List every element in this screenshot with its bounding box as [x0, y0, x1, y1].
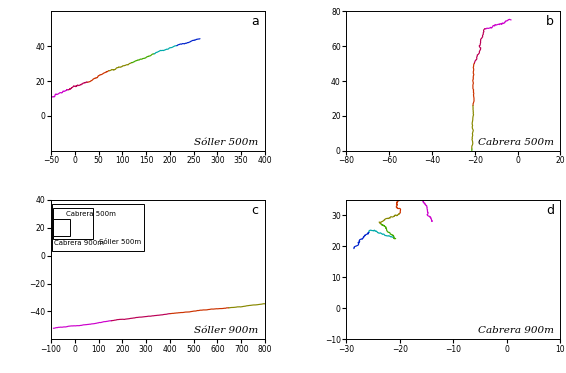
Text: c: c	[251, 204, 259, 217]
Text: Cabrera 900m: Cabrera 900m	[478, 326, 554, 335]
Text: d: d	[546, 204, 554, 217]
Text: Sóller 500m: Sóller 500m	[98, 239, 140, 245]
Text: Cabrera 500m: Cabrera 500m	[66, 211, 116, 217]
Bar	[53, 208, 93, 239]
Text: Sóller 500m: Sóller 500m	[194, 138, 259, 147]
Text: a: a	[251, 15, 259, 28]
Text: Cabrera 500m: Cabrera 500m	[478, 138, 554, 147]
Bar	[53, 219, 70, 236]
Text: b: b	[546, 15, 554, 28]
Text: Cabrera 900m: Cabrera 900m	[54, 240, 104, 246]
Text: Sóller 900m: Sóller 900m	[194, 326, 259, 335]
Bar	[52, 204, 144, 251]
